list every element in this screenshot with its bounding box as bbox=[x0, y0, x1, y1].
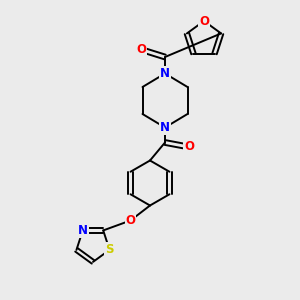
Text: N: N bbox=[160, 121, 170, 134]
Text: O: O bbox=[184, 140, 194, 154]
Text: N: N bbox=[160, 67, 170, 80]
Text: O: O bbox=[199, 14, 209, 28]
Text: O: O bbox=[136, 43, 146, 56]
Text: N: N bbox=[78, 224, 88, 237]
Text: S: S bbox=[105, 243, 114, 256]
Text: O: O bbox=[125, 214, 136, 227]
